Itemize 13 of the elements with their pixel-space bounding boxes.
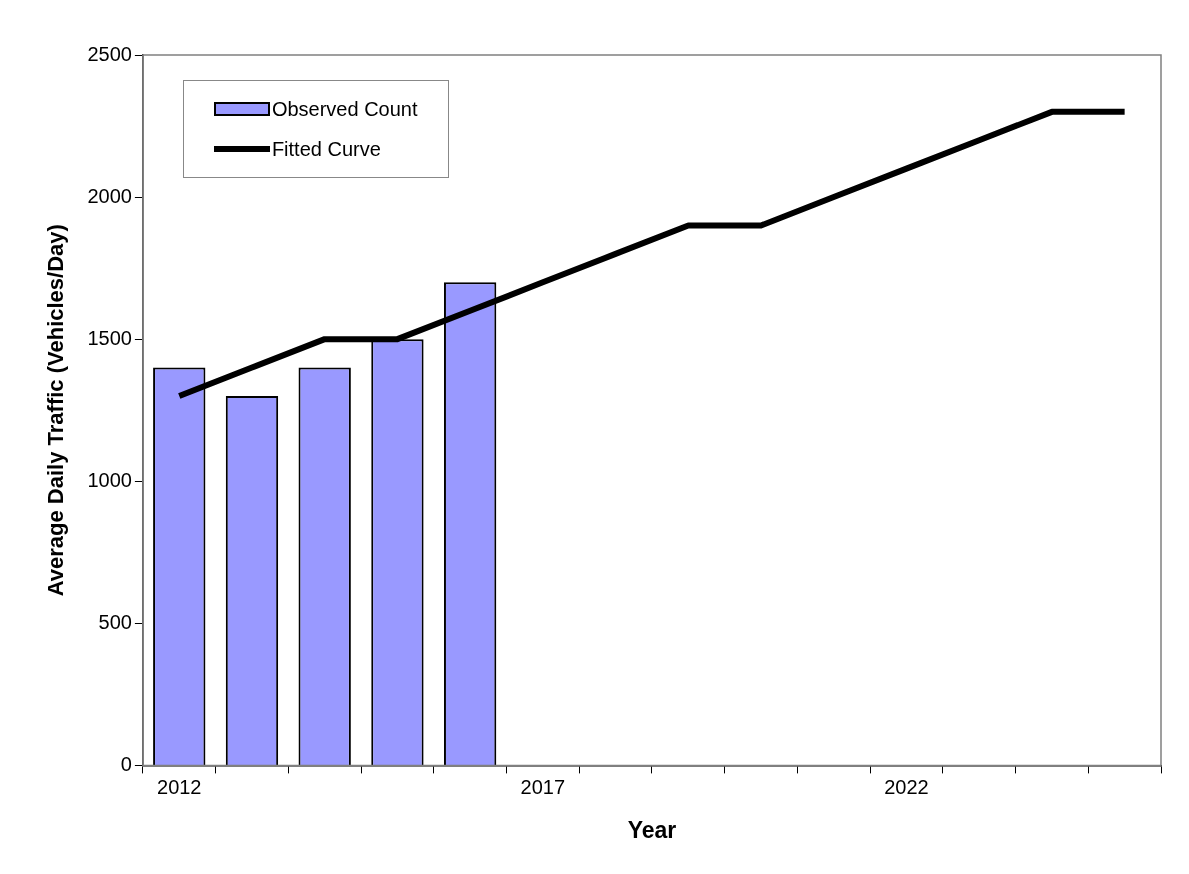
legend-label: Fitted Curve <box>271 137 381 161</box>
y-tick-label: 1500 <box>87 326 132 349</box>
y-tick-label: 2500 <box>87 42 132 65</box>
x-tick-label: 2017 <box>520 775 566 798</box>
y-tick-label: 500 <box>98 610 132 633</box>
x-axis-title: Year <box>627 816 677 843</box>
x-tick-label: 2022 <box>884 775 929 798</box>
legend-label: Observed Count <box>271 97 418 121</box>
x-tick-label: 2012 <box>157 775 202 798</box>
y-tick-label: 2000 <box>87 184 132 207</box>
y-tick-label: 1000 <box>87 468 132 491</box>
y-tick-label: 0 <box>120 752 132 775</box>
y-axis-title: Average Daily Traffic (Vehicles/Day) <box>43 224 69 597</box>
